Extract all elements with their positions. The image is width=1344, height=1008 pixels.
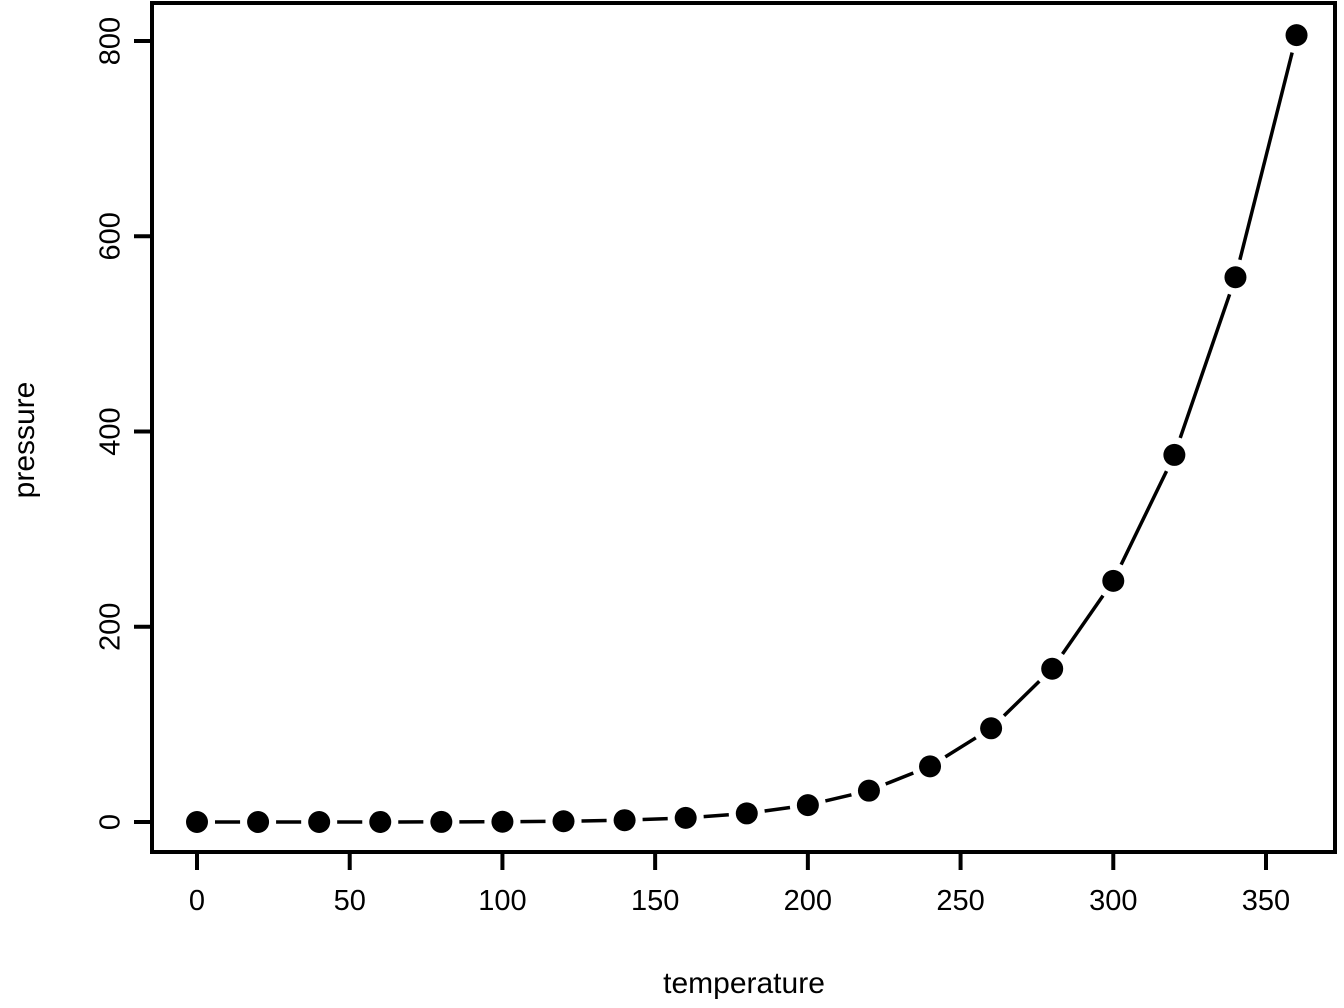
x-axis-tick-label: 150 <box>631 885 679 917</box>
data-point-marker <box>1163 443 1186 466</box>
x-axis-ticks <box>195 852 1268 870</box>
data-line-segment <box>1238 52 1294 261</box>
x-axis-tick-label: 0 <box>189 885 205 917</box>
y-axis-tick-label: 800 <box>95 17 127 65</box>
x-axis-tick-label: 300 <box>1089 885 1137 917</box>
x-axis-tick-label: 50 <box>334 885 366 917</box>
y-axis-title: pressure <box>8 382 41 499</box>
data-point-marker <box>796 794 819 817</box>
y-axis-tick-label: 400 <box>95 407 127 455</box>
y-axis-tick-label: 0 <box>95 814 127 830</box>
x-axis-title: temperature <box>663 967 825 1000</box>
data-line-segment <box>703 812 729 819</box>
data-line-segment <box>1178 293 1232 439</box>
plot-box-frame <box>150 1 1337 854</box>
data-line-segment <box>824 793 852 803</box>
data-point-marker <box>186 810 208 833</box>
data-point-marker <box>674 806 697 829</box>
data-line-segment <box>642 816 668 822</box>
data-point-marker <box>1102 569 1125 592</box>
data-point-marker <box>980 717 1003 740</box>
y-axis-ticks <box>134 39 152 824</box>
data-point-marker <box>1224 266 1247 289</box>
data-line-segment <box>1002 680 1041 717</box>
data-line-segment <box>1061 594 1105 655</box>
data-point-marker <box>247 810 270 833</box>
data-point-marker <box>919 755 942 778</box>
data-point-marker <box>1285 24 1308 47</box>
data-point-marker <box>430 810 453 833</box>
data-points-pressure <box>186 24 1308 833</box>
data-line-segment <box>944 736 977 759</box>
data-point-marker <box>369 810 392 833</box>
data-line-segment <box>764 805 791 813</box>
x-axis-tick-label: 350 <box>1242 885 1290 917</box>
x-axis-tick-label: 100 <box>478 885 526 917</box>
x-axis-tick-label: 200 <box>784 885 832 917</box>
data-point-marker <box>857 779 880 802</box>
data-point-marker <box>552 810 575 833</box>
x-axis-tick-labels: 0 50 100 150 200 250 300 350 <box>189 885 1290 917</box>
data-point-marker <box>735 802 758 825</box>
data-point-marker <box>491 810 514 833</box>
y-axis-tick-labels: 0 200 400 600 800 <box>95 17 127 830</box>
data-line-pressure <box>214 52 1294 824</box>
x-axis-tick-label: 250 <box>936 885 984 917</box>
data-point-marker <box>308 810 331 833</box>
data-line-segment <box>885 771 914 786</box>
y-axis-tick-label: 200 <box>95 603 127 651</box>
y-axis-tick-label: 600 <box>95 212 127 260</box>
data-line-segment <box>1119 470 1169 566</box>
data-point-marker <box>1041 657 1064 680</box>
data-point-marker <box>613 809 636 832</box>
